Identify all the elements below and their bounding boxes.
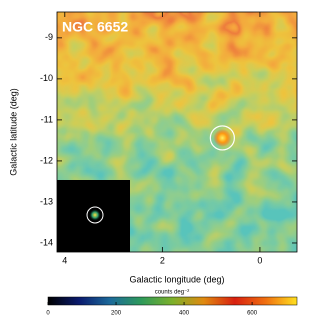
- frame: [56, 11, 298, 253]
- x-axis-label: Galactic longitude (deg): [129, 274, 224, 284]
- source: [213, 128, 232, 147]
- y-tick-label: -9: [45, 32, 53, 42]
- colorbar: [47, 296, 298, 306]
- y-tick-label: -14: [40, 237, 53, 247]
- inset-circle: [86, 206, 104, 224]
- colorbar-label: counts deg⁻²: [155, 290, 190, 296]
- colorbar-tick-label: 600: [247, 311, 258, 317]
- colorbar-tick-label: 200: [111, 311, 122, 317]
- y-tick-label: -10: [40, 73, 53, 83]
- colorbar-tick-label: 0: [46, 311, 50, 317]
- y-axis-label: Galactic latitude (deg): [8, 88, 18, 176]
- y-tick-label: -11: [41, 114, 53, 124]
- x-tick-label: 0: [257, 255, 262, 265]
- x-tick-label: 4: [62, 255, 67, 265]
- chart-title: NGC 6652: [62, 19, 128, 35]
- y-tick-label: -12: [40, 155, 53, 165]
- colorbar-tick-label: 400: [179, 311, 190, 317]
- y-tick-label: -13: [40, 196, 53, 206]
- inset-source: [89, 209, 101, 221]
- x-tick-label: 2: [160, 255, 165, 265]
- source-circle: [209, 125, 235, 151]
